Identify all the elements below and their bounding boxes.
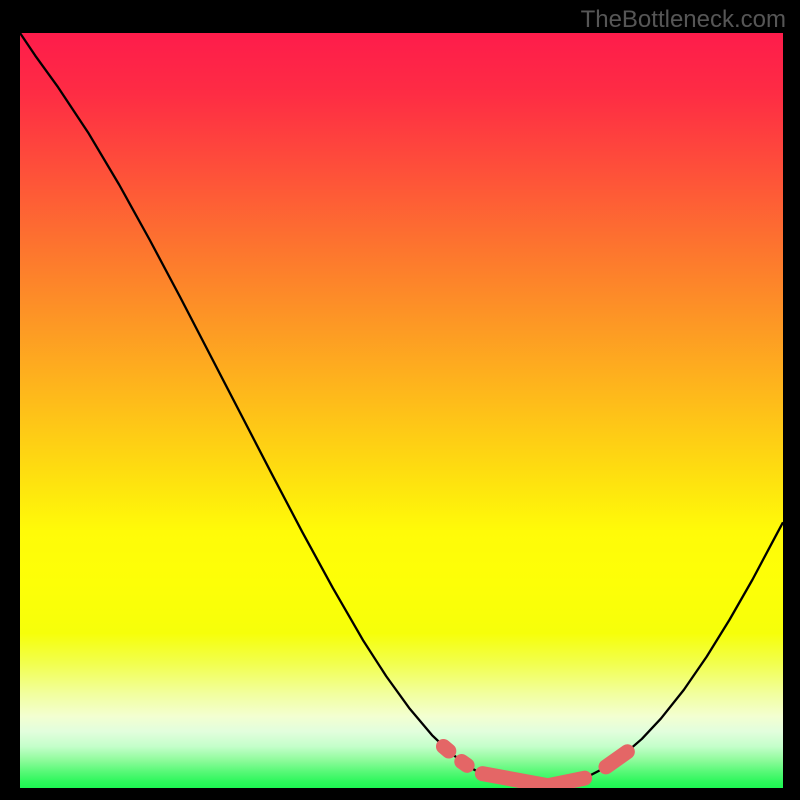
highlight-segment-2 [482,774,584,786]
bottleneck-curve [20,33,783,786]
plot-area [20,33,783,788]
highlight-segment-3 [606,752,627,767]
highlight-segment-1 [462,762,467,766]
watermark-text: TheBottleneck.com [581,6,786,34]
highlight-segment-0 [443,746,448,751]
chart-svg [20,33,783,788]
